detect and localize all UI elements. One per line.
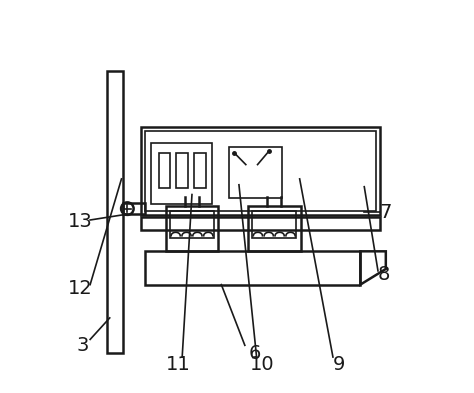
Bar — [159, 152, 171, 188]
Text: 13: 13 — [68, 213, 93, 231]
Text: 10: 10 — [250, 355, 275, 375]
Bar — [141, 217, 380, 230]
Text: 3: 3 — [76, 336, 89, 355]
Bar — [107, 71, 123, 353]
Text: 6: 6 — [248, 343, 261, 363]
Text: 9: 9 — [333, 355, 345, 375]
Bar — [151, 143, 211, 204]
Bar — [176, 152, 188, 188]
Bar — [170, 211, 214, 238]
Text: 8: 8 — [378, 265, 390, 284]
Text: 7: 7 — [380, 203, 392, 222]
Bar — [229, 147, 282, 198]
Bar — [253, 211, 296, 238]
Bar — [141, 127, 380, 215]
Text: 12: 12 — [68, 279, 93, 298]
Bar — [194, 152, 206, 188]
Bar — [145, 131, 376, 211]
Bar — [248, 206, 301, 252]
Bar — [123, 203, 145, 214]
Bar — [145, 252, 360, 285]
Text: 11: 11 — [166, 355, 191, 375]
Bar — [165, 206, 219, 252]
